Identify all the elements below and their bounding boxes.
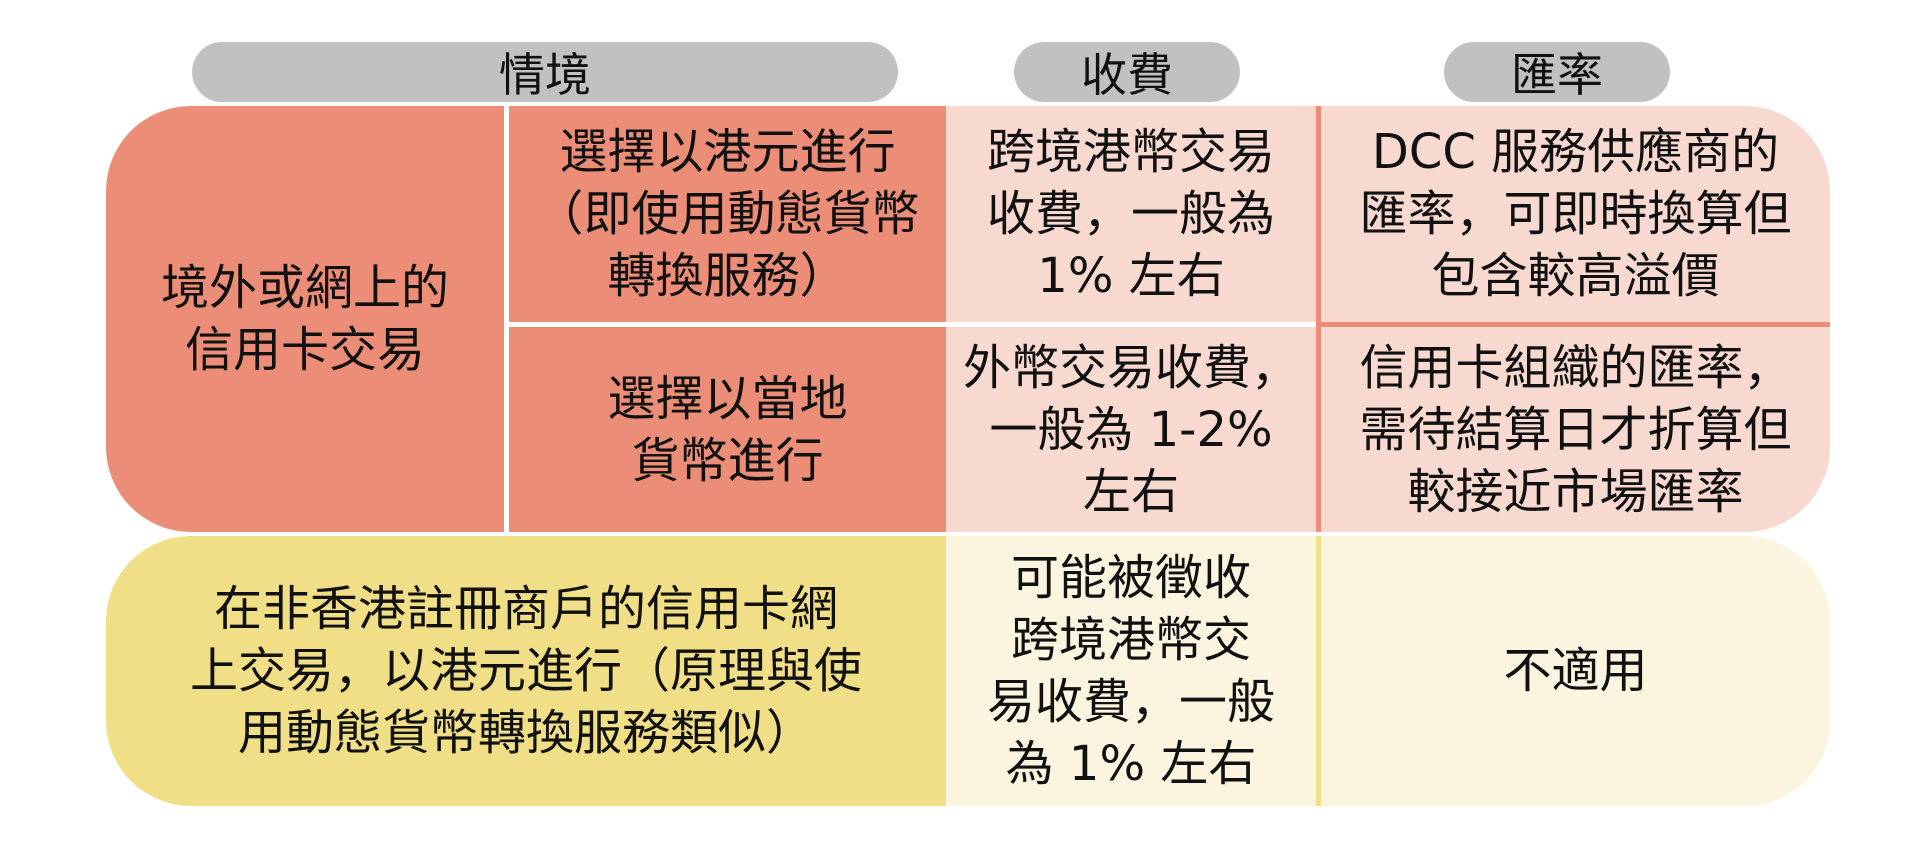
row2-category-text: 在非香港註冊商戶的信用卡網 上交易，以港元進行（原理與使 用動態貨幣轉換服務類似… (190, 578, 862, 764)
option-local-rate-line: 較接近市場匯率 (1407, 463, 1744, 520)
row1-option-local-fee-cell: 外幣交易收費， 一般為 1-2% 左右 (946, 327, 1316, 532)
header-rate-label: 匯率 (1511, 48, 1603, 102)
option-local-rate-line: 信用卡組織的匯率， (1359, 339, 1792, 396)
row1-category-cell: 境外或網上的 信用卡交易 (106, 106, 504, 532)
row1-category-line: 境外或網上的 (160, 260, 449, 316)
row2-fee-cell: 可能被徵收 跨境港幣交 易收費，一般 為 1% 左右 (946, 536, 1316, 806)
option-hkd-line: 選擇以港元進行 (559, 124, 896, 180)
row2-fee-text: 可能被徵收 跨境港幣交 易收費，一般 為 1% 左右 (987, 547, 1275, 795)
option-hkd-rate-line: DCC 服務供應商的 (1371, 124, 1780, 180)
row1-option-hkd-rate-cell: DCC 服務供應商的 匯率，可即時換算但 包含較高溢價 (1321, 106, 1830, 322)
row1-option-local-rate-cell: 信用卡組織的匯率， 需待結算日才折算但 較接近市場匯率 (1321, 327, 1830, 532)
option-local-line: 貨幣進行 (631, 432, 824, 489)
option-hkd-rate-line: 包含較高溢價 (1431, 248, 1720, 304)
option-hkd-line: （即使用動態貨幣 (535, 186, 920, 242)
option-local-fee-line: 外幣交易收費， (962, 339, 1299, 396)
header-scenario-label: 情境 (499, 48, 591, 102)
row2-category-line: 在非香港註冊商戶的信用卡網 (213, 581, 838, 637)
row2-category-cell: 在非香港註冊商戶的信用卡網 上交易，以港元進行（原理與使 用動態貨幣轉換服務類似… (106, 536, 946, 806)
option-local-line: 選擇以當地 (607, 370, 848, 427)
row1-option-hkd-text: 選擇以港元進行 （即使用動態貨幣 轉換服務） (535, 121, 919, 307)
option-hkd-fee-line: 跨境港幣交易 (986, 124, 1275, 180)
row2-rate-text: 不適用 (1503, 643, 1648, 699)
option-hkd-line: 轉換服務） (607, 248, 848, 304)
row2-rate-cell: 不適用 (1321, 536, 1830, 806)
option-local-rate-text: 信用卡組織的匯率， 需待結算日才折算但 較接近市場匯率 (1359, 337, 1791, 523)
option-hkd-fee-text: 跨境港幣交易 收費，一般為 1% 左右 (987, 121, 1275, 307)
row1-divider-vertical (1316, 106, 1321, 532)
row1-option-hkd-cell: 選擇以港元進行 （即使用動態貨幣 轉換服務） (509, 106, 946, 322)
row2-category-line: 用動態貨幣轉換服務類似） (237, 705, 814, 761)
row1-option-local-cell: 選擇以當地 貨幣進行 (509, 327, 946, 532)
row1-category-text: 境外或網上的 信用卡交易 (161, 257, 449, 381)
option-hkd-rate-line: 匯率，可即時換算但 (1359, 186, 1792, 242)
row2-fee-line: 跨境港幣交 (1010, 612, 1251, 668)
header-rate: 匯率 (1444, 42, 1670, 102)
row1-option-local-text: 選擇以當地 貨幣進行 (607, 368, 847, 492)
row2-fee-line: 易收費，一般 (986, 674, 1275, 730)
option-local-fee-line: 一般為 1-2% (989, 401, 1273, 458)
header-fee-label: 收費 (1081, 48, 1173, 102)
header-scenario: 情境 (192, 42, 898, 102)
option-hkd-rate-text: DCC 服務供應商的 匯率，可即時換算但 包含較高溢價 (1359, 121, 1791, 307)
row2-fee-line: 可能被徵收 (1010, 550, 1251, 606)
row2-divider-vertical (1316, 536, 1321, 806)
option-hkd-fee-line: 收費，一般為 (986, 186, 1275, 242)
row1-category-line: 信用卡交易 (184, 322, 425, 378)
row1-divider-horizontal (1316, 322, 1830, 327)
option-local-fee-text: 外幣交易收費， 一般為 1-2% 左右 (963, 337, 1299, 523)
row1-option-hkd-fee-cell: 跨境港幣交易 收費，一般為 1% 左右 (946, 106, 1316, 322)
option-hkd-fee-line: 1% 左右 (1037, 248, 1225, 304)
option-local-rate-line: 需待結算日才折算但 (1359, 401, 1792, 458)
option-local-fee-line: 左右 (1082, 463, 1179, 520)
row2-category-line: 上交易，以港元進行（原理與使 (189, 643, 862, 699)
row2-fee-line: 為 1% 左右 (1005, 736, 1257, 792)
header-fee: 收費 (1014, 42, 1240, 102)
